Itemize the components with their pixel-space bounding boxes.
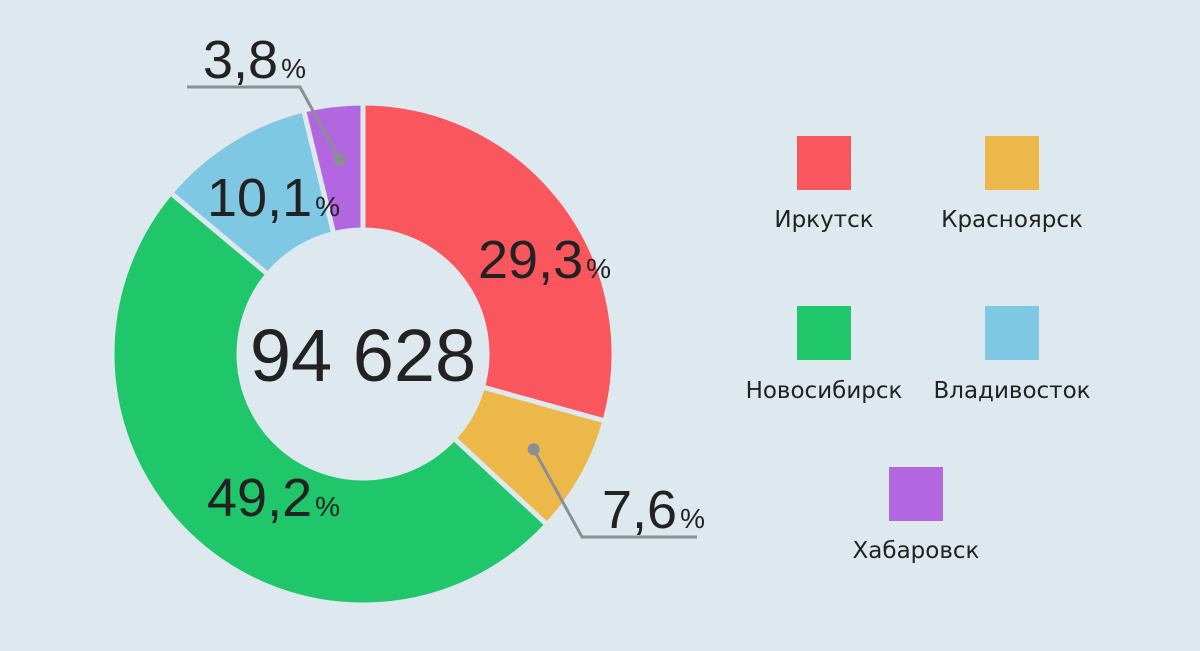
legend-label-vladivostok: Владивосток — [933, 378, 1091, 404]
slice-khabarovsk — [300, 100, 366, 237]
leader-line-krasnoyarsk — [532, 448, 697, 539]
legend-label-novosibirsk: Новосибирск — [745, 378, 903, 404]
slice-label-krasnoyarsk: 7,6% — [602, 480, 705, 540]
leader-dot-khabarovsk — [333, 153, 346, 166]
legend-label-irkutsk: Иркутск — [774, 207, 874, 233]
legend-swatch-novosibirsk — [797, 306, 851, 360]
slice-label-khabarovsk: 3,8% — [203, 30, 306, 90]
legend-label-krasnoyarsk: Красноярск — [941, 207, 1083, 233]
slice-label-irkutsk: 29,3% — [478, 230, 611, 290]
legend-swatch-khabarovsk — [889, 467, 943, 521]
leader-line-khabarovsk — [187, 85, 342, 161]
legend-swatch-vladivostok — [985, 306, 1039, 360]
slice-irkutsk — [360, 100, 617, 425]
slice-label-novosibirsk: 49,2% — [207, 468, 340, 528]
leader-dot-krasnoyarsk — [527, 443, 540, 456]
slice-label-vladivostok: 10,1% — [207, 168, 340, 228]
legend-swatch-krasnoyarsk — [985, 136, 1039, 190]
legend-swatch-irkutsk — [797, 136, 851, 190]
center-total: 94 628 — [250, 314, 476, 397]
legend-label-khabarovsk: Хабаровск — [852, 538, 980, 564]
slice-novosibirsk — [109, 189, 551, 608]
